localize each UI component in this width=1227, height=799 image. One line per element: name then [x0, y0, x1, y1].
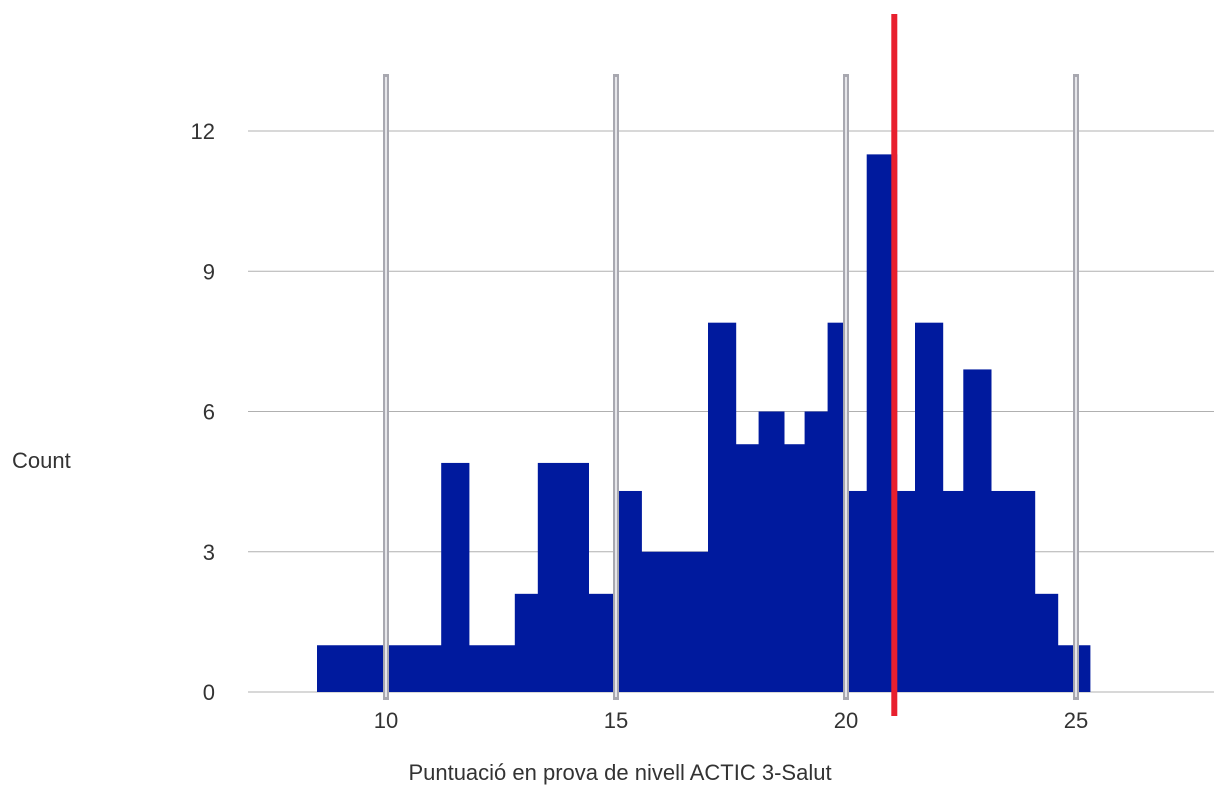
histogram-bar-3 — [514, 593, 539, 692]
histogram-bar-9 — [735, 444, 760, 692]
highlight-line-group — [891, 14, 898, 716]
y-tick-label-6: 6 — [203, 400, 215, 425]
histogram-bar-14 — [848, 490, 868, 692]
histogram-bar-6 — [616, 490, 642, 692]
y-tick-label-12: 12 — [191, 119, 215, 144]
reference-line-inner-20 — [845, 77, 847, 697]
x-tick-label-20: 20 — [834, 708, 858, 733]
reference-line-15 — [613, 74, 619, 700]
reference-line-inner-25 — [1075, 77, 1077, 697]
reference-line-inner-10 — [385, 77, 387, 697]
histogram-bar-12 — [804, 411, 829, 692]
histogram-bar-21 — [1034, 593, 1059, 692]
highlight-line — [891, 14, 898, 716]
histogram-bar-10 — [758, 411, 785, 692]
histogram-bar-8 — [708, 322, 737, 692]
x-tick-label-10: 10 — [374, 708, 398, 733]
y-tick-label-0: 0 — [203, 680, 215, 705]
y-tick-labels: 0 3 6 9 12 — [191, 119, 215, 705]
histogram-bar-16 — [896, 490, 916, 692]
x-axis-title: Puntuació en prova de nivell ACTIC 3-Sal… — [408, 760, 831, 785]
y-axis-title: Count — [12, 448, 71, 473]
x-tick-label-25: 25 — [1064, 708, 1088, 733]
reference-line-20 — [843, 74, 849, 700]
histogram-bar-4 — [537, 462, 589, 692]
histogram-bar-1 — [441, 462, 470, 692]
x-tick-labels: 10 15 20 25 — [374, 708, 1088, 733]
reference-lines — [383, 74, 1079, 700]
x-tick-label-15: 15 — [604, 708, 628, 733]
histogram-bar-5 — [588, 593, 617, 692]
histogram-bar-20 — [990, 490, 1036, 692]
histogram-bar-0 — [317, 645, 442, 692]
reference-line-10 — [383, 74, 389, 700]
histogram-bar-2 — [468, 645, 516, 692]
reference-line-inner-15 — [615, 77, 617, 697]
y-tick-label-9: 9 — [203, 259, 215, 284]
reference-line-25 — [1073, 74, 1079, 700]
histogram-bar-17 — [915, 322, 944, 692]
histogram-bar-7 — [641, 551, 709, 692]
histogram-bar-11 — [783, 444, 806, 692]
histogram-bar-18 — [942, 490, 964, 692]
histogram-bars — [317, 154, 1091, 692]
histogram-bar-19 — [963, 369, 992, 692]
y-tick-label-3: 3 — [203, 540, 215, 565]
